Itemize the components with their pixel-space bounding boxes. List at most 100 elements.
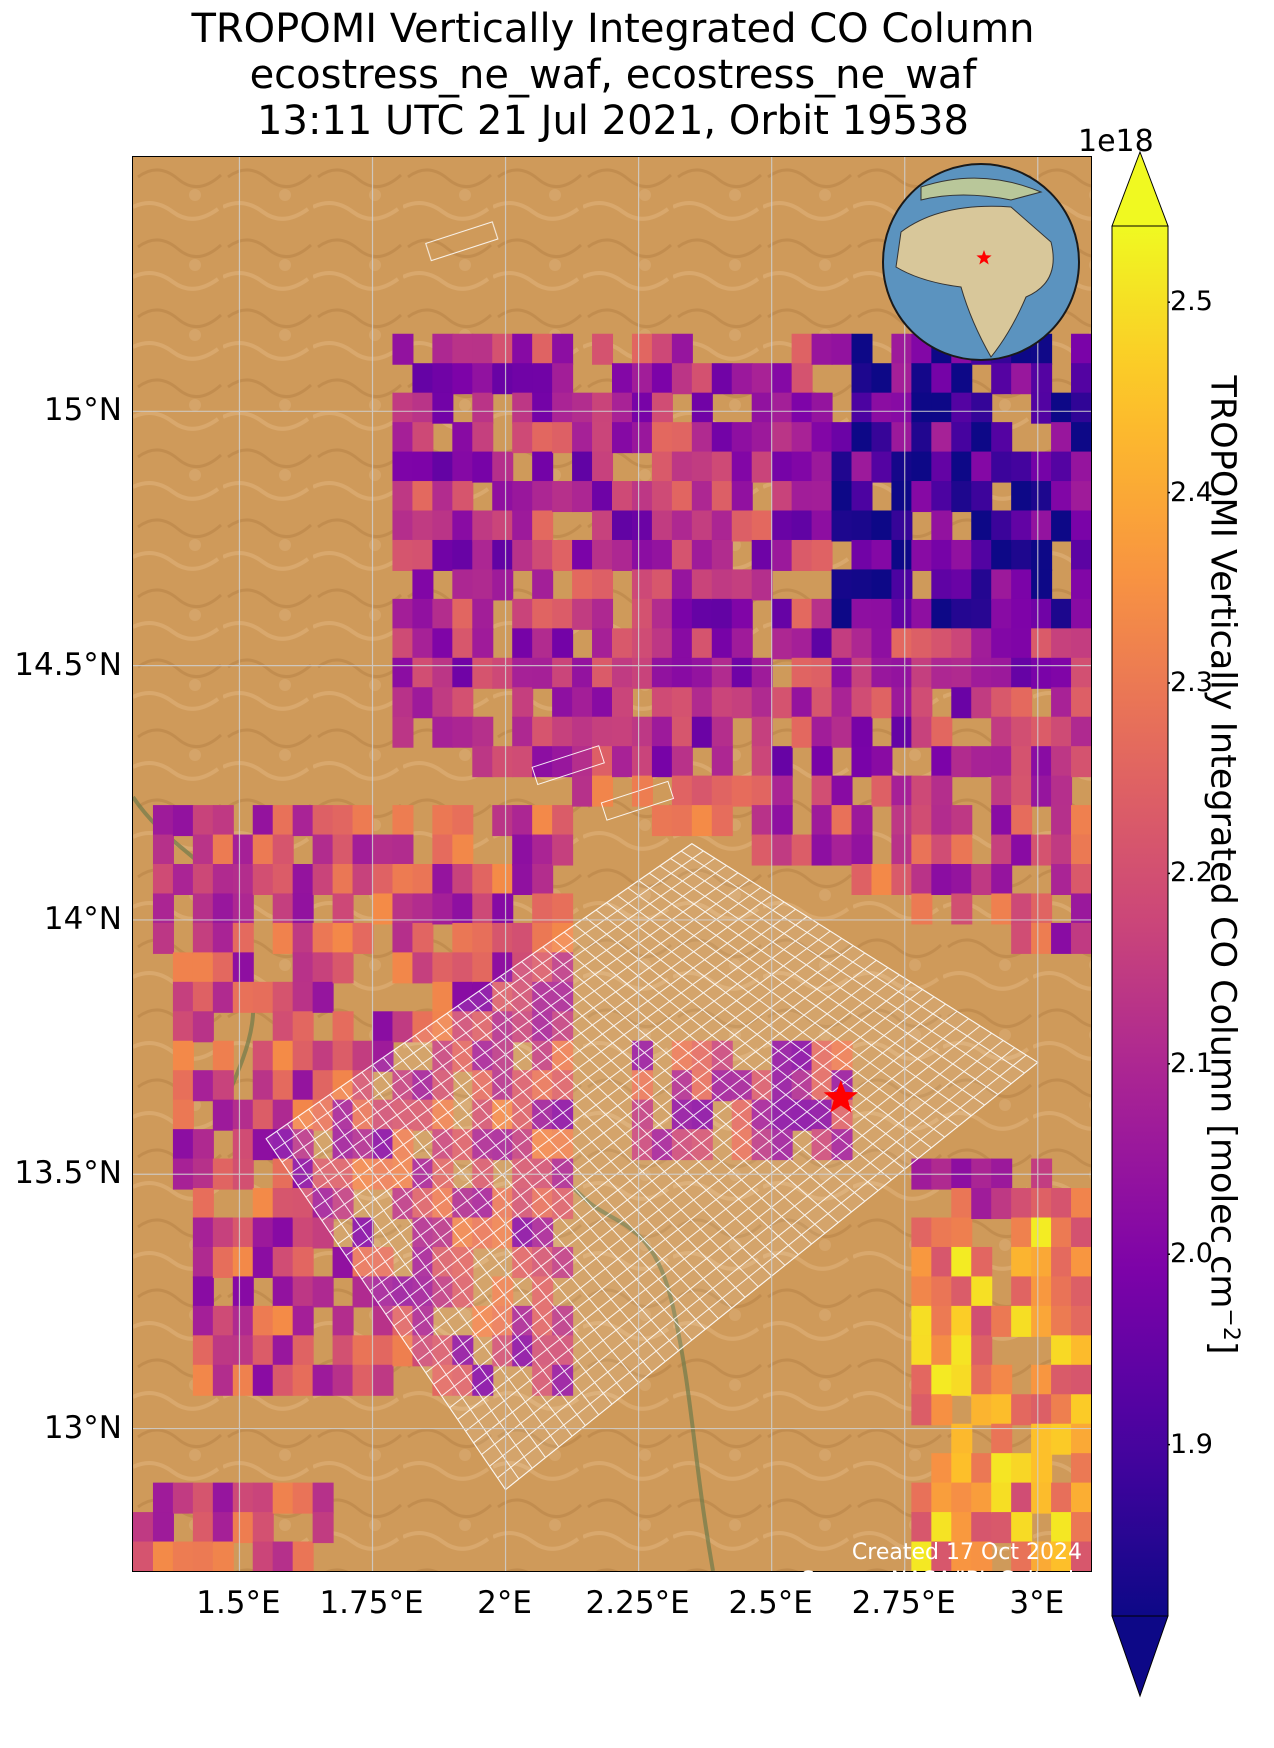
- map-panel[interactable]: [132, 156, 1092, 1572]
- co-pixel: [791, 539, 813, 571]
- colorbar-tick-label: 2.4: [1170, 476, 1213, 508]
- co-pixel: [831, 628, 853, 660]
- co-pixel: [711, 422, 733, 454]
- co-pixel: [272, 1217, 294, 1249]
- co-pixel: [631, 716, 653, 748]
- co-pixel: [472, 1364, 494, 1396]
- co-pixel: [492, 893, 514, 925]
- co-pixel: [372, 1246, 394, 1278]
- co-pixel: [871, 598, 893, 630]
- co-pixel: [951, 657, 973, 689]
- co-pixel: [432, 598, 454, 630]
- lon-tick-label: 2°E: [477, 1585, 532, 1621]
- co-pixel: [991, 569, 1013, 601]
- co-pixel: [911, 628, 933, 660]
- co-pixel: [552, 333, 574, 365]
- co-pixel: [192, 1541, 214, 1571]
- co-pixel: [851, 864, 873, 895]
- co-pixel: [552, 893, 574, 925]
- co-pixel: [1011, 775, 1033, 807]
- co-pixel: [991, 746, 1013, 778]
- co-pixel: [212, 834, 234, 866]
- co-pixel: [292, 1276, 314, 1308]
- co-pixel: [871, 657, 893, 689]
- co-pixel: [791, 422, 813, 454]
- co-pixel: [771, 1040, 793, 1072]
- co-pixel: [631, 510, 653, 542]
- co-pixel: [991, 539, 1013, 571]
- co-pixel: [572, 569, 594, 601]
- co-pixel: [1071, 510, 1091, 542]
- co-pixel: [352, 1246, 374, 1278]
- co-pixel: [871, 864, 893, 895]
- co-pixel: [911, 363, 933, 395]
- co-pixel: [811, 716, 833, 748]
- co-pixel: [432, 628, 454, 660]
- co-pixel: [671, 539, 693, 571]
- co-pixel: [392, 922, 414, 954]
- co-pixel: [232, 1217, 254, 1249]
- co-pixel: [172, 1482, 194, 1514]
- co-pixel: [512, 1217, 534, 1249]
- co-pixel: [751, 834, 773, 866]
- co-pixel: [552, 716, 574, 748]
- co-pixel: [931, 363, 953, 395]
- co-pixel: [931, 746, 953, 778]
- co-pixel: [1031, 598, 1053, 630]
- co-pixel: [651, 392, 673, 424]
- co-pixel: [552, 687, 574, 719]
- co-pixel: [671, 628, 693, 660]
- co-pixel: [811, 392, 833, 424]
- co-pixel: [1011, 922, 1033, 954]
- co-pixel: [252, 1099, 274, 1131]
- co-pixel: [711, 1070, 733, 1102]
- co-pixel: [771, 628, 793, 660]
- co-pixel: [891, 598, 913, 630]
- co-pixel: [412, 1188, 434, 1220]
- co-pixel: [671, 687, 693, 719]
- co-pixel: [452, 481, 474, 513]
- co-pixel: [372, 893, 394, 925]
- co-pixel: [472, 981, 494, 1013]
- co-pixel: [771, 392, 793, 424]
- co-pixel: [951, 481, 973, 513]
- co-pixel: [631, 333, 653, 365]
- co-pixel: [472, 1011, 494, 1043]
- co-pixel: [1071, 333, 1091, 365]
- co-pixel: [392, 392, 414, 424]
- co-pixel: [631, 628, 653, 660]
- co-pixel: [831, 834, 853, 866]
- co-pixel: [572, 422, 594, 454]
- co-pixel: [1011, 451, 1033, 483]
- co-pixel: [1011, 510, 1033, 542]
- co-pixel: [871, 569, 893, 601]
- co-pixel: [731, 687, 753, 719]
- colorbar-gradient: [1111, 225, 1169, 1617]
- co-pixel: [252, 1217, 274, 1249]
- co-pixel: [911, 422, 933, 454]
- co-pixel: [951, 1423, 973, 1455]
- co-pixel: [731, 422, 753, 454]
- co-pixel: [312, 1188, 334, 1220]
- co-pixel: [951, 569, 973, 601]
- co-pixel: [272, 1246, 294, 1278]
- co-pixel: [651, 716, 673, 748]
- co-pixel: [991, 363, 1013, 395]
- co-pixel: [372, 1129, 394, 1161]
- co-pixel: [552, 598, 574, 630]
- co-pixel: [412, 1217, 434, 1249]
- co-pixel: [252, 834, 274, 866]
- co-pixel: [871, 687, 893, 719]
- co-pixel: [232, 864, 254, 895]
- co-pixel: [292, 1541, 314, 1571]
- co-pixel: [592, 392, 614, 424]
- co-pixel: [891, 716, 913, 748]
- co-pixel: [951, 687, 973, 719]
- co-pixel: [851, 451, 873, 483]
- co-pixel: [991, 775, 1013, 807]
- co-pixel: [711, 746, 733, 778]
- co-pixel: [412, 657, 434, 689]
- co-pixel: [332, 1188, 354, 1220]
- co-pixel: [452, 569, 474, 601]
- co-pixel-layer: [133, 333, 1091, 1571]
